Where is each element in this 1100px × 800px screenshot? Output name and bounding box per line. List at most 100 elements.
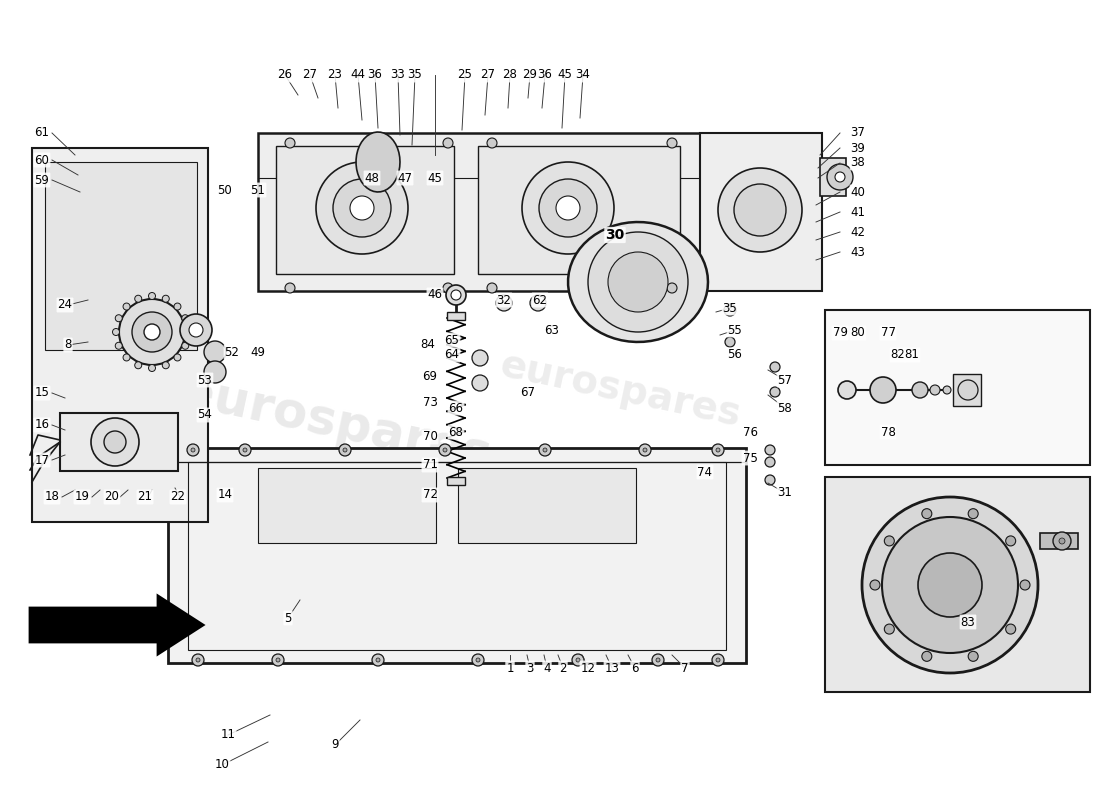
Text: 30: 30 — [605, 228, 625, 242]
Circle shape — [144, 324, 159, 340]
Circle shape — [1005, 624, 1015, 634]
Text: 23: 23 — [328, 69, 342, 82]
Circle shape — [472, 350, 488, 366]
Circle shape — [770, 387, 780, 397]
Circle shape — [725, 337, 735, 347]
Circle shape — [496, 295, 512, 311]
Circle shape — [204, 361, 226, 383]
Text: 78: 78 — [881, 426, 895, 438]
Circle shape — [770, 362, 780, 372]
Text: 65: 65 — [444, 334, 460, 346]
Text: 24: 24 — [57, 298, 73, 311]
Text: 84: 84 — [420, 338, 436, 351]
Circle shape — [522, 162, 614, 254]
Bar — [953, 374, 981, 406]
Text: 74: 74 — [697, 466, 713, 478]
Bar — [478, 146, 680, 274]
Circle shape — [922, 651, 932, 662]
Circle shape — [174, 303, 182, 310]
Circle shape — [104, 431, 126, 453]
Text: 27: 27 — [302, 69, 318, 82]
Circle shape — [827, 164, 853, 190]
Circle shape — [870, 580, 880, 590]
Text: 58: 58 — [778, 402, 792, 414]
Circle shape — [343, 448, 346, 452]
Circle shape — [656, 658, 660, 662]
Text: 5: 5 — [284, 611, 292, 625]
Circle shape — [539, 179, 597, 237]
Circle shape — [487, 283, 497, 293]
Text: 77: 77 — [880, 326, 895, 339]
Circle shape — [182, 342, 189, 350]
Polygon shape — [356, 132, 400, 192]
Circle shape — [148, 293, 155, 299]
Circle shape — [884, 624, 894, 634]
Text: 35: 35 — [723, 302, 737, 314]
Bar — [447, 477, 465, 485]
Text: 2: 2 — [559, 662, 566, 674]
Circle shape — [724, 304, 736, 316]
Circle shape — [588, 232, 688, 332]
Circle shape — [191, 448, 195, 452]
Text: 53: 53 — [198, 374, 212, 386]
Circle shape — [862, 497, 1038, 673]
Text: 59: 59 — [34, 174, 50, 186]
Circle shape — [838, 381, 856, 399]
Circle shape — [543, 448, 547, 452]
Circle shape — [572, 654, 584, 666]
Circle shape — [968, 651, 978, 662]
Text: 49: 49 — [251, 346, 265, 358]
Circle shape — [608, 252, 668, 312]
Circle shape — [764, 457, 776, 467]
Text: 34: 34 — [575, 69, 591, 82]
Circle shape — [639, 444, 651, 456]
Bar — [447, 312, 465, 320]
Circle shape — [556, 196, 580, 220]
Text: 80: 80 — [850, 326, 866, 339]
Text: 20: 20 — [104, 490, 120, 503]
Bar — [825, 477, 1090, 692]
Text: 73: 73 — [422, 397, 438, 410]
Text: 25: 25 — [458, 69, 472, 82]
Bar — [60, 413, 178, 471]
Circle shape — [372, 654, 384, 666]
Text: 57: 57 — [778, 374, 792, 386]
Circle shape — [239, 444, 251, 456]
Circle shape — [204, 341, 226, 363]
Circle shape — [1005, 536, 1015, 546]
Bar — [258, 468, 436, 543]
Bar — [700, 133, 822, 291]
Circle shape — [180, 314, 212, 346]
Circle shape — [1020, 580, 1030, 590]
Text: 45: 45 — [558, 69, 572, 82]
Text: 48: 48 — [364, 171, 380, 185]
Text: 14: 14 — [218, 489, 232, 502]
Circle shape — [667, 283, 676, 293]
Text: 63: 63 — [544, 323, 560, 337]
Circle shape — [716, 658, 720, 662]
Text: 46: 46 — [428, 289, 442, 302]
Text: 40: 40 — [850, 186, 866, 198]
Text: 60: 60 — [34, 154, 50, 166]
Circle shape — [958, 380, 978, 400]
Circle shape — [764, 475, 776, 485]
Circle shape — [918, 553, 982, 617]
Circle shape — [943, 386, 951, 394]
Circle shape — [652, 654, 664, 666]
Circle shape — [439, 444, 451, 456]
Text: 32: 32 — [496, 294, 512, 306]
Text: 36: 36 — [538, 69, 552, 82]
Circle shape — [134, 295, 142, 302]
Text: 52: 52 — [224, 346, 240, 358]
Circle shape — [285, 138, 295, 148]
Circle shape — [185, 329, 191, 335]
Text: 70: 70 — [422, 430, 438, 443]
Circle shape — [119, 299, 185, 365]
Circle shape — [123, 303, 130, 310]
Circle shape — [446, 285, 466, 305]
Text: 3: 3 — [526, 662, 534, 674]
Circle shape — [764, 445, 776, 455]
Circle shape — [116, 314, 122, 322]
Circle shape — [472, 654, 484, 666]
Circle shape — [182, 314, 189, 322]
